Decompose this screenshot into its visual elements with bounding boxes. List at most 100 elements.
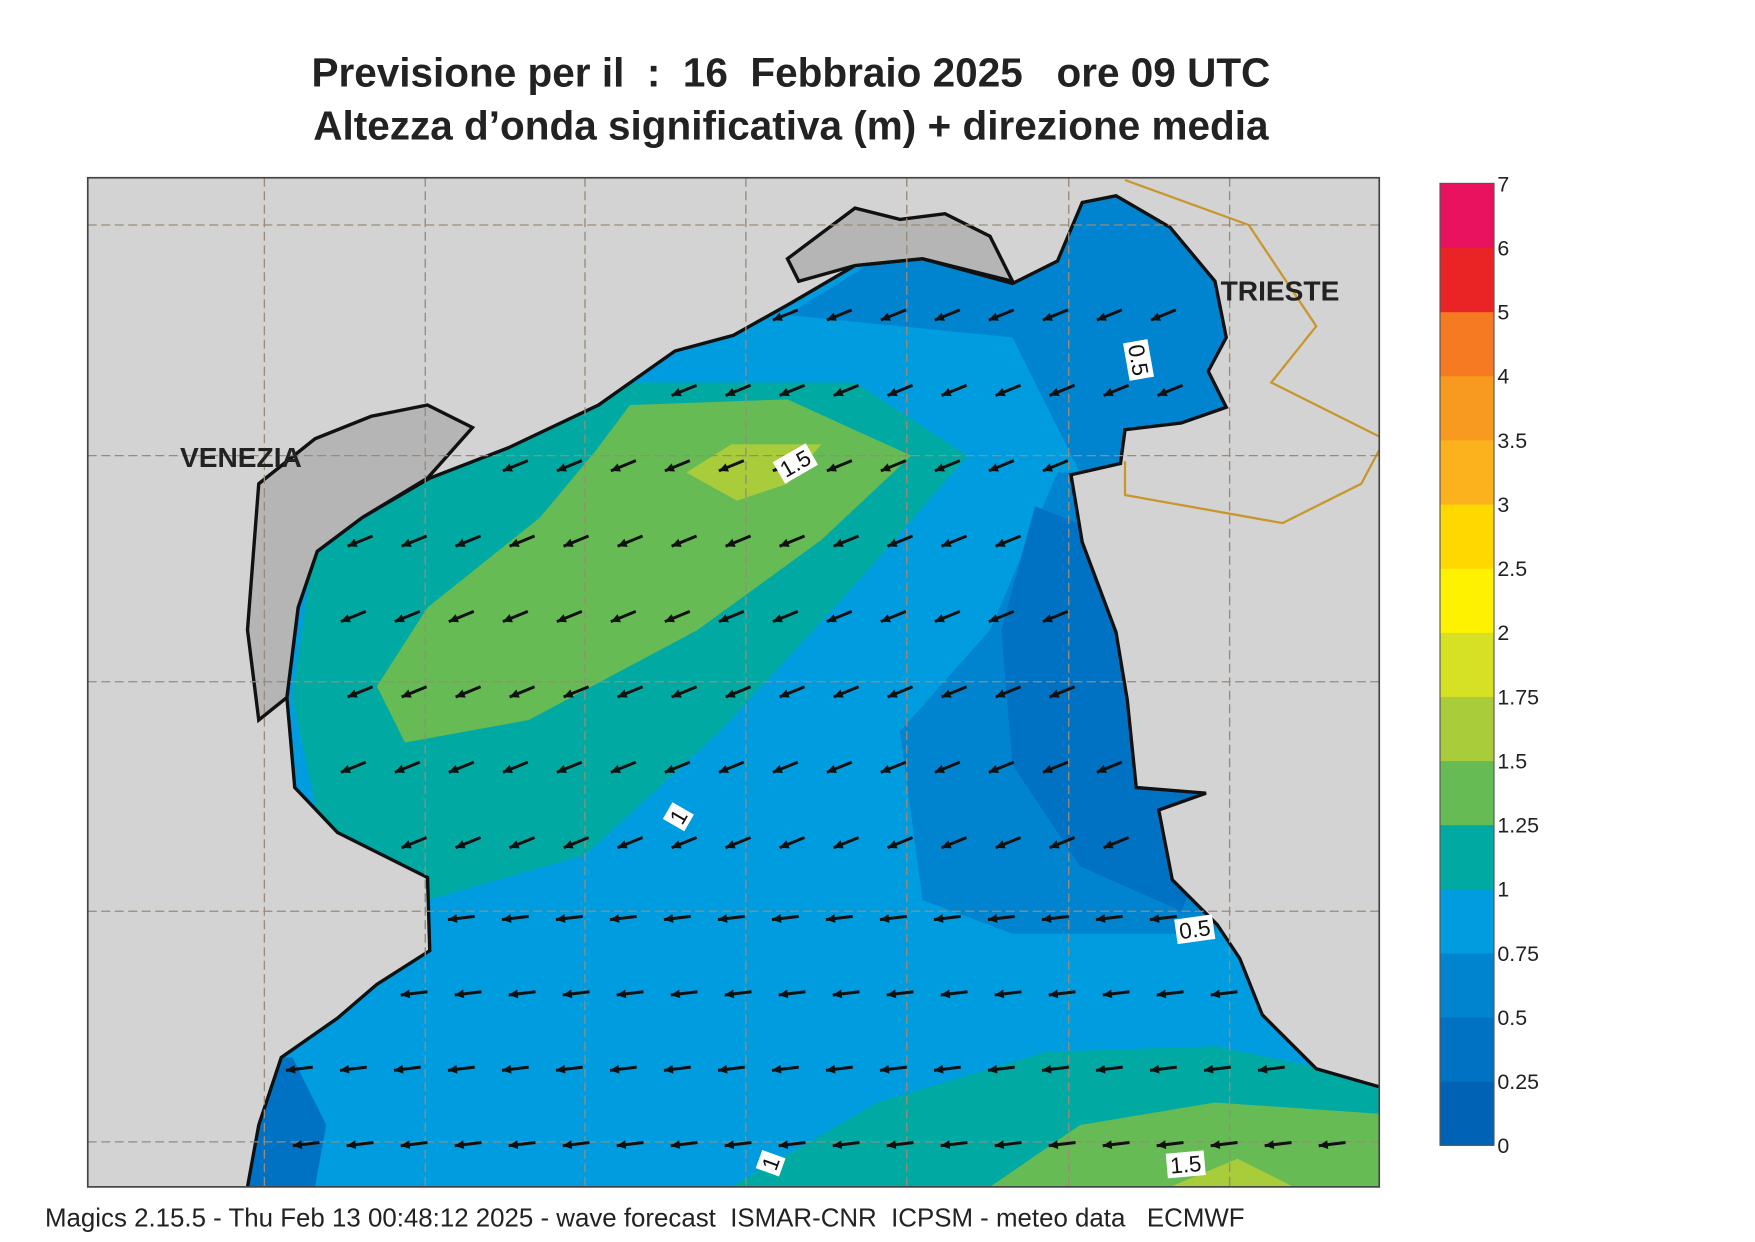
arrow <box>562 989 590 999</box>
arrow <box>825 914 853 923</box>
arrow-head <box>880 463 891 472</box>
contour-label-box <box>772 443 819 484</box>
arrow-head <box>994 1140 1005 1150</box>
arrow <box>1203 1064 1231 1074</box>
arrow-head <box>285 1064 296 1074</box>
colorbar: 0 0.25 0.5 0.75 1 1.25 1.5 1.75 2 2.5 3 3.5 4 5 6 7 <box>1439 172 1539 1158</box>
arrow-head <box>1049 387 1060 397</box>
arrow-head <box>987 1064 998 1074</box>
colorbar-label: 1 <box>1497 878 1509 902</box>
arrow-head <box>455 689 466 698</box>
arrow <box>1264 1140 1292 1150</box>
arrow <box>887 534 914 548</box>
arrow <box>934 459 961 473</box>
arrow-head <box>508 989 519 999</box>
arrow-head <box>1041 914 1052 923</box>
arrow-head <box>994 989 1005 999</box>
arrow-head <box>987 914 998 923</box>
arrow-head <box>933 914 944 923</box>
arrow <box>1042 760 1069 774</box>
border <box>1123 178 1380 525</box>
arrow-head <box>940 989 951 999</box>
arrow <box>987 1064 1015 1074</box>
colorbar-segment <box>1440 952 1494 1018</box>
arrow-head <box>509 840 520 849</box>
arrow <box>779 685 806 699</box>
arrow <box>1049 685 1076 699</box>
colorbar-label: 0.75 <box>1497 942 1539 966</box>
arrow-head <box>671 538 682 547</box>
arrow <box>887 383 914 397</box>
arrow <box>826 459 853 473</box>
arrow <box>455 685 482 699</box>
arrow-head <box>934 312 945 321</box>
colorbar-label: 7 <box>1497 172 1509 196</box>
arrow-head <box>934 463 945 472</box>
arrow-head <box>1095 1064 1106 1074</box>
arrow <box>609 914 637 923</box>
arrow <box>562 1140 590 1150</box>
arrow <box>1210 989 1238 999</box>
arrow <box>724 1140 752 1150</box>
arrow-head <box>934 764 945 773</box>
arrow-head <box>447 914 458 923</box>
arrow <box>455 836 482 850</box>
place-label: TRIESTE <box>1221 275 1340 306</box>
arrow <box>1096 760 1123 774</box>
direction-arrows <box>285 308 1346 1150</box>
arrow-head <box>1156 989 1167 999</box>
arrow-head <box>454 989 465 999</box>
arrow-head <box>1049 689 1060 698</box>
arrow <box>400 989 428 999</box>
colorbar-label: 1.25 <box>1497 814 1539 838</box>
arrow <box>887 836 914 850</box>
arrow-head <box>347 538 358 547</box>
arrow <box>779 836 806 850</box>
contour-label: 0.5 <box>1123 339 1154 381</box>
arrow <box>725 534 752 548</box>
colorbar-segment <box>1440 439 1494 505</box>
arrow-head <box>347 689 358 698</box>
arrow <box>941 383 968 397</box>
arrow-head <box>724 1140 735 1150</box>
contour-label-text: 0.5 <box>1178 915 1212 944</box>
arrow <box>994 1140 1022 1150</box>
arrow <box>1049 383 1076 397</box>
arrow-head <box>455 840 466 849</box>
arrow <box>933 914 961 923</box>
arrow-head <box>617 840 628 849</box>
arrow-head <box>887 387 898 397</box>
arrow-head <box>509 689 520 698</box>
arrow-head <box>563 689 574 698</box>
arrow <box>400 1140 428 1150</box>
arrow-head <box>940 1140 951 1150</box>
arrow <box>340 610 367 623</box>
arrow-head <box>725 387 736 397</box>
arrow-head <box>1042 764 1053 773</box>
arrow <box>988 610 1015 623</box>
arrow <box>778 989 806 999</box>
arrow <box>1048 989 1076 999</box>
arrow-head <box>664 614 675 623</box>
arrow <box>880 459 907 473</box>
arrow-head <box>454 1140 465 1150</box>
arrow <box>664 610 691 623</box>
arrow-head <box>502 614 513 623</box>
arrow <box>555 1064 583 1074</box>
arrow <box>671 685 698 699</box>
arrow <box>1042 610 1069 623</box>
arrow <box>833 534 860 548</box>
arrow <box>617 534 644 548</box>
colorbar-segment <box>1440 696 1494 762</box>
arrow-head <box>1203 1064 1214 1074</box>
contour-label: 1 <box>755 1149 786 1177</box>
arrow <box>346 1140 374 1150</box>
arrow-head <box>1149 914 1160 923</box>
arrow-head <box>718 764 729 773</box>
contour-label: 1.5 <box>1165 1150 1206 1179</box>
colorbar-label: 3.5 <box>1497 429 1527 453</box>
arrow <box>987 914 1015 923</box>
arrow-head <box>393 1064 404 1074</box>
contour-label-box <box>1123 339 1154 381</box>
arrow <box>454 989 482 999</box>
